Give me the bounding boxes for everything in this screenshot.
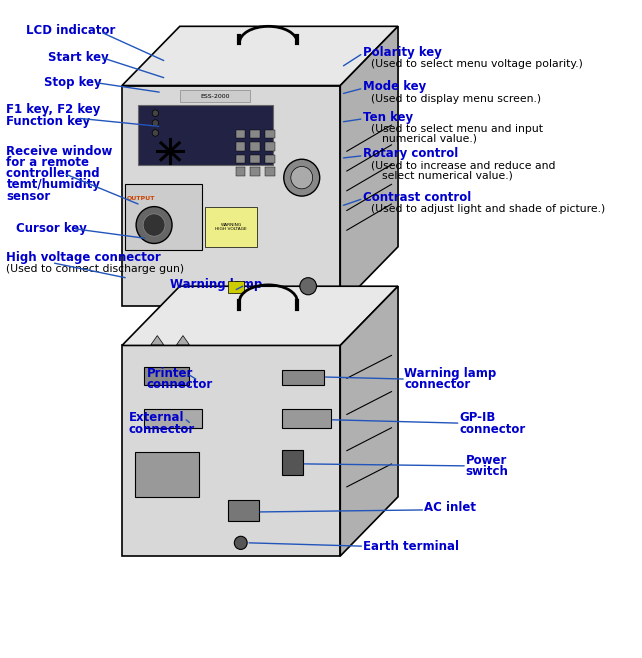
Text: External: External — [128, 411, 184, 424]
Circle shape — [152, 120, 159, 126]
Text: temt/humidity: temt/humidity — [6, 178, 100, 191]
Text: (Used to display menu screen.): (Used to display menu screen.) — [371, 93, 541, 104]
Text: GP-IB: GP-IB — [459, 411, 496, 424]
Bar — [250, 155, 260, 163]
Bar — [265, 167, 275, 176]
Text: connector: connector — [128, 422, 195, 436]
Bar — [265, 130, 275, 138]
Text: Warning lamp: Warning lamp — [404, 367, 497, 380]
Bar — [265, 155, 275, 163]
Text: connector: connector — [459, 422, 525, 436]
Circle shape — [291, 166, 313, 189]
Text: (Used to adjust light and shade of picture.): (Used to adjust light and shade of pictu… — [371, 204, 605, 215]
Bar — [236, 142, 245, 151]
Text: Receive window: Receive window — [6, 145, 113, 158]
Bar — [125, 184, 202, 250]
Text: Rotary control: Rotary control — [363, 147, 458, 161]
Text: Start key: Start key — [48, 51, 109, 64]
Bar — [236, 155, 245, 163]
Polygon shape — [122, 86, 340, 306]
Bar — [135, 452, 199, 497]
Bar — [138, 105, 273, 164]
Bar — [228, 500, 259, 521]
Bar — [250, 142, 260, 151]
Text: Contrast control: Contrast control — [363, 191, 471, 204]
Circle shape — [143, 214, 165, 236]
Text: select numerical value.): select numerical value.) — [382, 170, 513, 180]
Text: switch: switch — [465, 465, 508, 478]
Polygon shape — [177, 336, 189, 345]
Text: (Used to increase and reduce and: (Used to increase and reduce and — [371, 160, 555, 170]
Text: AC inlet: AC inlet — [424, 501, 476, 515]
Text: connector: connector — [404, 378, 471, 392]
Text: ESS-2000: ESS-2000 — [200, 93, 230, 99]
Text: Polarity key: Polarity key — [363, 46, 442, 59]
Text: (Used to select menu voltage polarity.): (Used to select menu voltage polarity.) — [371, 59, 583, 70]
Text: Warning lamp: Warning lamp — [170, 278, 263, 291]
Text: controller and: controller and — [6, 167, 100, 180]
Polygon shape — [151, 336, 164, 345]
Circle shape — [234, 536, 247, 549]
Text: Function key: Function key — [6, 115, 91, 128]
Circle shape — [136, 207, 172, 243]
Text: High voltage connector: High voltage connector — [6, 251, 161, 265]
Text: (Used to select menu and input: (Used to select menu and input — [371, 124, 543, 134]
Bar — [205, 207, 257, 247]
Bar — [282, 450, 303, 475]
Circle shape — [152, 130, 159, 136]
Circle shape — [300, 278, 317, 295]
Text: numerical value.): numerical value.) — [382, 134, 477, 144]
Bar — [282, 409, 331, 428]
Polygon shape — [122, 345, 340, 556]
Text: (Used to connect discharge gun): (Used to connect discharge gun) — [6, 264, 184, 274]
Text: Cursor key: Cursor key — [16, 222, 87, 236]
Bar — [250, 167, 260, 176]
Text: connector: connector — [146, 378, 213, 392]
Bar — [282, 370, 324, 385]
Polygon shape — [122, 26, 398, 86]
Circle shape — [284, 159, 320, 196]
Text: LCD indicator: LCD indicator — [26, 24, 115, 38]
Polygon shape — [122, 286, 398, 345]
Bar — [144, 409, 202, 428]
Bar — [228, 281, 244, 293]
Text: F1 key, F2 key: F1 key, F2 key — [6, 103, 101, 116]
Bar — [265, 142, 275, 151]
Text: Ten key: Ten key — [363, 111, 413, 124]
Bar — [236, 130, 245, 138]
Text: Mode key: Mode key — [363, 80, 426, 93]
Text: Power: Power — [465, 454, 507, 467]
Text: Stop key: Stop key — [44, 76, 101, 89]
Text: Printer: Printer — [146, 367, 193, 380]
Polygon shape — [340, 26, 398, 306]
Text: sensor: sensor — [6, 190, 51, 203]
Bar — [250, 130, 260, 138]
Bar — [180, 90, 250, 102]
Bar — [236, 167, 245, 176]
Text: for a remote: for a remote — [6, 156, 89, 169]
Text: WARNING
HIGH VOLTAGE: WARNING HIGH VOLTAGE — [215, 222, 247, 232]
Polygon shape — [340, 286, 398, 556]
Text: Earth terminal: Earth terminal — [363, 540, 459, 553]
Bar — [144, 367, 189, 385]
Text: OUTPUT: OUTPUT — [127, 196, 155, 201]
Circle shape — [152, 110, 159, 116]
